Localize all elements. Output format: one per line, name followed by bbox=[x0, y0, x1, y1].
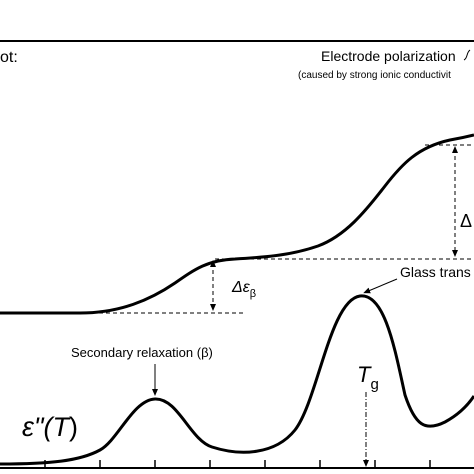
axis-ticks bbox=[44, 460, 431, 468]
loss-close: ) bbox=[69, 412, 78, 442]
tg-subscript: g bbox=[370, 376, 378, 393]
delta-beta-symbol: Δε bbox=[231, 279, 251, 296]
electrode-polarization-title: Electrode polarization bbox=[321, 48, 456, 64]
loss-temperature: T bbox=[52, 412, 71, 442]
loss-function-label: ε"(T) bbox=[22, 412, 78, 442]
electrode-polarization-note: (caused by strong ionic conductivit bbox=[298, 70, 451, 81]
loss-curve bbox=[0, 294, 474, 466]
glass-transition-pointer bbox=[363, 278, 398, 294]
electrode-brace bbox=[463, 49, 471, 61]
glass-transition-label: Glass trans bbox=[400, 264, 471, 280]
top-left-fragment: ot: bbox=[0, 49, 18, 66]
tg-symbol: T bbox=[357, 362, 372, 387]
tg-label: Tg bbox=[357, 362, 379, 393]
loss-eps: ε"( bbox=[22, 412, 55, 442]
secondary-relaxation-label: Secondary relaxation (β) bbox=[71, 345, 213, 360]
delta-right-label: Δ bbox=[460, 211, 472, 231]
permittivity-curve bbox=[0, 133, 474, 315]
delta-beta-label: Δεβ bbox=[231, 279, 256, 300]
delta-beta-subscript: β bbox=[250, 288, 256, 300]
